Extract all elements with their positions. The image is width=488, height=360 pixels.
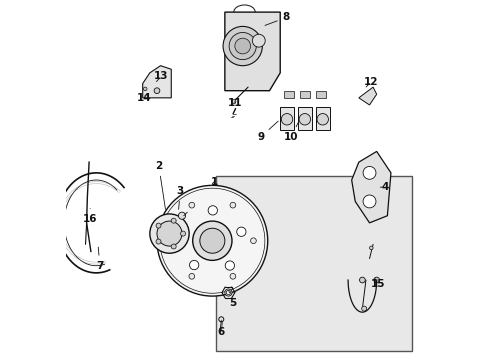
Text: 14: 14 <box>136 93 151 103</box>
Circle shape <box>180 231 185 236</box>
Circle shape <box>231 99 235 104</box>
Circle shape <box>156 239 161 244</box>
Bar <box>280 107 293 130</box>
Circle shape <box>200 228 224 253</box>
Circle shape <box>157 185 267 296</box>
Circle shape <box>168 238 174 244</box>
Bar <box>298 107 311 130</box>
Circle shape <box>229 32 256 60</box>
Bar <box>315 91 325 98</box>
Circle shape <box>250 238 256 244</box>
Text: 11: 11 <box>227 98 242 108</box>
Circle shape <box>188 202 194 208</box>
Circle shape <box>179 226 188 235</box>
Text: 13: 13 <box>154 71 168 81</box>
Text: 5: 5 <box>228 291 236 308</box>
Circle shape <box>363 166 375 179</box>
Polygon shape <box>142 66 171 98</box>
Circle shape <box>154 88 160 94</box>
Bar <box>299 91 309 98</box>
Polygon shape <box>351 152 390 223</box>
Circle shape <box>149 214 189 253</box>
Circle shape <box>156 223 161 228</box>
Text: 8: 8 <box>264 13 289 26</box>
Text: 9: 9 <box>257 121 278 142</box>
Polygon shape <box>358 87 376 105</box>
Circle shape <box>252 34 264 47</box>
Circle shape <box>229 274 235 279</box>
Bar <box>216 176 411 351</box>
Circle shape <box>316 113 328 125</box>
Circle shape <box>225 261 234 270</box>
Circle shape <box>223 26 262 66</box>
Text: 10: 10 <box>283 122 298 142</box>
Polygon shape <box>224 12 280 91</box>
Text: 2: 2 <box>155 161 165 210</box>
Text: 7: 7 <box>96 247 103 271</box>
Circle shape <box>299 113 310 125</box>
Text: 1: 1 <box>210 177 217 187</box>
Circle shape <box>171 218 176 223</box>
Circle shape <box>281 113 292 125</box>
Circle shape <box>143 87 147 91</box>
Circle shape <box>188 274 194 279</box>
Circle shape <box>234 38 250 54</box>
Circle shape <box>363 195 375 208</box>
Circle shape <box>189 260 199 270</box>
Circle shape <box>229 202 235 208</box>
Text: 4: 4 <box>380 182 388 192</box>
Circle shape <box>373 277 379 283</box>
Circle shape <box>226 291 230 295</box>
Circle shape <box>224 289 231 296</box>
Circle shape <box>178 212 185 219</box>
Circle shape <box>208 206 217 215</box>
Text: 12: 12 <box>364 77 378 87</box>
Circle shape <box>236 227 245 237</box>
Text: 16: 16 <box>83 208 97 224</box>
Circle shape <box>359 277 365 283</box>
Text: 3: 3 <box>176 186 183 210</box>
Bar <box>283 91 293 98</box>
Text: 6: 6 <box>217 320 224 337</box>
Text: 15: 15 <box>370 279 385 289</box>
Circle shape <box>361 306 366 311</box>
Bar <box>315 107 329 130</box>
Circle shape <box>171 244 176 249</box>
Circle shape <box>192 221 231 260</box>
Circle shape <box>157 221 182 246</box>
Circle shape <box>369 246 372 249</box>
